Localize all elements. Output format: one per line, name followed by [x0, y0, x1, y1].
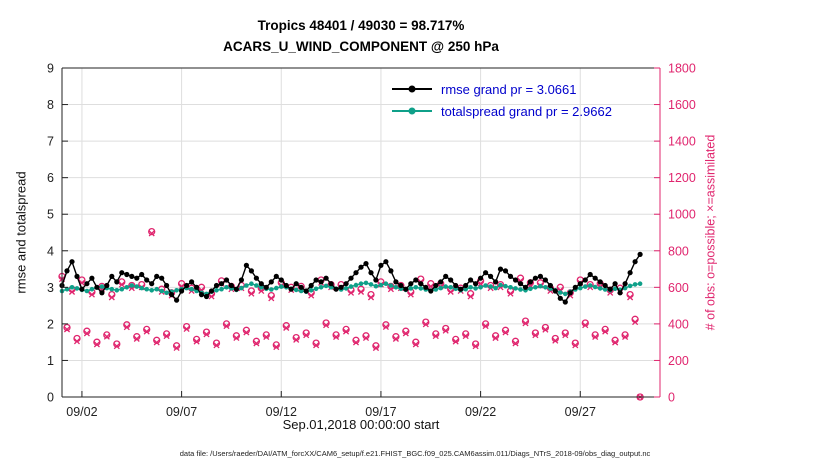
- totalspread-series: [59, 280, 643, 297]
- grid: [62, 67, 660, 398]
- y-right-tick-label: 600: [668, 281, 689, 295]
- y-left-tick-label: 7: [47, 135, 54, 149]
- y-left-tick-label: 0: [47, 391, 54, 405]
- y-right-tick-label: 200: [668, 354, 689, 368]
- y-left-tick-label: 6: [47, 171, 54, 185]
- y-left-tick-label: 3: [47, 281, 54, 295]
- data-file-caption: data file: /Users/raeder/DAI/ATM_forcXX/…: [179, 449, 651, 458]
- x-tick-label: 09/22: [465, 405, 496, 419]
- rmse-series: [59, 251, 643, 305]
- right-axis-label: # of obs: o=possible; ×=assimilated: [703, 134, 718, 331]
- x-tick-label: 09/17: [365, 405, 396, 419]
- y-right-tick-label: 1800: [668, 62, 696, 76]
- totalspread-line-swatch: [392, 107, 432, 115]
- tick-labels: 0 1 2 3 4 5 6 7 8 9 0 200 400 600 800 1000 1200 1400 1600 1…: [47, 62, 696, 420]
- y-right-tick-label: 800: [668, 244, 689, 258]
- x-tick-label: 09/07: [166, 405, 197, 419]
- y-right-tick-label: 0: [668, 391, 675, 405]
- x-tick-label: 09/27: [565, 405, 596, 419]
- left-axis-label: rmse and totalspread: [13, 171, 29, 294]
- y-left-tick-label: 5: [47, 208, 54, 222]
- x-axis-label: Sep.01,2018 00:00:00 start: [282, 417, 440, 432]
- obs-possible-series: [58, 227, 644, 401]
- legend-item-rmse: rmse grand pr = 3.0661: [392, 78, 612, 100]
- y-left-tick-label: 8: [47, 98, 54, 112]
- legend: rmse grand pr = 3.0661 totalspread grand…: [392, 78, 612, 122]
- y-left-tick-label: 1: [47, 354, 54, 368]
- y-right-tick-label: 400: [668, 317, 689, 331]
- legend-label-totalspread: totalspread grand pr = 2.9662: [441, 103, 612, 119]
- y-right-tick-label: 1600: [668, 98, 696, 112]
- axes-box: [61, 67, 661, 398]
- chart-title-line1: Tropics 48401 / 49030 = 98.717%: [257, 18, 465, 33]
- y-left-tick-label: 4: [47, 244, 54, 258]
- y-right-tick-label: 1000: [668, 208, 696, 222]
- y-left-tick-label: 9: [47, 62, 54, 76]
- chart-title-line2: ACARS_U_WIND_COMPONENT @ 250 hPa: [223, 39, 499, 54]
- legend-item-totalspread: totalspread grand pr = 2.9662: [392, 100, 612, 122]
- chart-title: Tropics 48401 / 49030 = 98.717% ACARS_U_…: [62, 15, 660, 57]
- y-right-tick-label: 1200: [668, 171, 696, 185]
- y-left-tick-label: 2: [47, 317, 54, 331]
- x-tick-label: 09/02: [66, 405, 97, 419]
- x-tick-label: 09/12: [266, 405, 297, 419]
- legend-label-rmse: rmse grand pr = 3.0661: [441, 81, 577, 97]
- obs-assimilated-series: [58, 230, 644, 401]
- y-right-tick-label: 1400: [668, 135, 696, 149]
- rmse-line-swatch: [392, 85, 432, 93]
